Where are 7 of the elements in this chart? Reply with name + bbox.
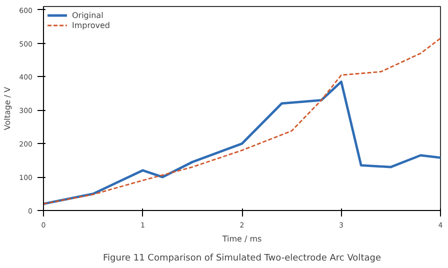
y-axis-title: Voltage / V <box>3 86 12 130</box>
x-axis-title: Time / ms <box>221 234 262 244</box>
line-series <box>44 80 440 206</box>
legend-label: Improved <box>72 20 110 30</box>
text: Figure 11 Comparison of Simulated Two-electrode Arc Voltage <box>103 254 382 264</box>
legend-label: Original <box>72 10 104 20</box>
line-series <box>44 38 440 205</box>
